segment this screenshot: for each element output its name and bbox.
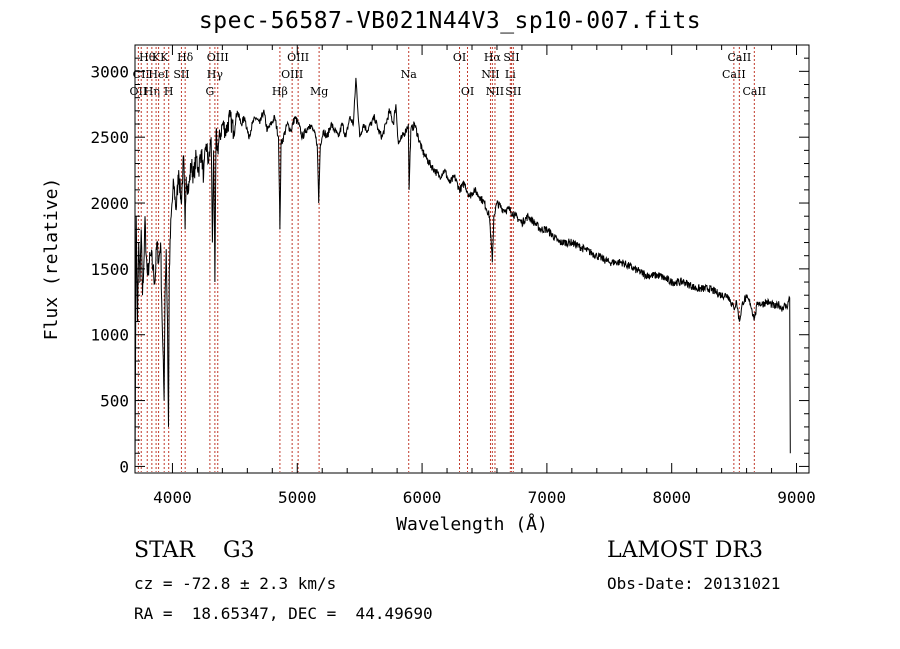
line-markers: OIICIIHθHηKHeIKHSIIHδGHγOIIIHβOIIIOIIIMg… (130, 47, 766, 472)
y-tick-label-4: 2000 (90, 194, 129, 213)
marker-label-25: SII (505, 85, 521, 98)
y-tick-label-1: 500 (100, 392, 129, 411)
y-tick-label-3: 1500 (90, 260, 129, 279)
marker-label-24: SII (503, 51, 519, 64)
marker-label-27: CaII (728, 51, 752, 64)
x-tick-label-0: 4000 (153, 488, 192, 507)
marker-label-19: OI (461, 85, 474, 98)
marker-label-6: K (160, 51, 169, 64)
marker-label-10: G (205, 85, 214, 98)
marker-label-11: Hγ (207, 68, 224, 81)
y-tick-label-0: 0 (119, 457, 129, 476)
marker-label-14: OIII (281, 68, 303, 81)
marker-label-21: Hα (484, 51, 502, 64)
marker-label-16: Mg (310, 85, 328, 98)
marker-label-5: HeI (148, 68, 168, 81)
marker-label-0: OII (130, 85, 148, 98)
y-tick-label-5: 2500 (90, 128, 129, 147)
y-tick-label-6: 3000 (90, 62, 129, 81)
chart-title: spec-56587-VB021N44V3_sp10-007.fits (198, 8, 702, 34)
x-tick-label-4: 8000 (652, 488, 691, 507)
marker-label-8: SII (173, 68, 189, 81)
x-tick-label-2: 6000 (403, 488, 442, 507)
plot-frame (134, 44, 810, 474)
x-axis-label: Wavelength (Å) (396, 513, 548, 535)
marker-label-15: OIII (287, 51, 309, 64)
marker-label-28: CaII (742, 85, 766, 98)
marker-label-13: Hβ (272, 85, 288, 98)
spectrum-line (134, 77, 791, 467)
redshift-value: cz = -72.8 ± 2.3 km/s (134, 574, 337, 593)
object-class: STAR G3 (134, 538, 255, 563)
marker-label-3: Hη (144, 85, 160, 98)
marker-label-18: OI (453, 51, 466, 64)
marker-label-4: K (152, 51, 161, 64)
marker-label-17: Na (401, 68, 418, 81)
marker-label-7: H (164, 85, 174, 98)
marker-label-20: NII (481, 68, 499, 81)
marker-label-22: NII (486, 85, 504, 98)
x-tick-label-5: 9000 (777, 488, 816, 507)
marker-label-26: CaII (722, 68, 746, 81)
marker-label-12: OIII (207, 51, 229, 64)
marker-label-9: Hδ (177, 51, 194, 64)
observation-date: Obs-Date: 20131021 (607, 574, 781, 593)
marker-label-23: Li (505, 68, 516, 81)
y-tick-label-2: 1000 (90, 326, 129, 345)
y-axis-label: Flux (relative) (41, 178, 62, 341)
survey-name: LAMOST DR3 (607, 538, 763, 563)
x-tick-label-1: 5000 (278, 488, 317, 507)
coordinates: RA = 18.65347, DEC = 44.49690 (134, 604, 433, 623)
x-tick-label-3: 7000 (528, 488, 567, 507)
axis-ticks: 4000 5000 6000 7000 8000 9000 0 500 1000 1500 2000… (90, 45, 816, 507)
